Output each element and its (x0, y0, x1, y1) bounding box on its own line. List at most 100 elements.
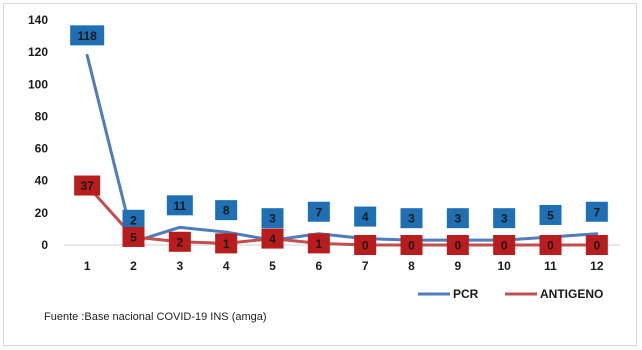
data-label-box (166, 195, 193, 216)
data-label-value: 4 (269, 232, 276, 246)
data-label-box (74, 175, 101, 196)
data-label-box (539, 235, 562, 255)
data-label-value: 3 (454, 212, 461, 226)
legend-label: PCR (453, 287, 479, 301)
data-label-box (585, 235, 608, 255)
x-tick-label: 12 (590, 259, 604, 273)
x-tick-label: 8 (408, 259, 415, 273)
y-tick-label: 140 (28, 13, 48, 27)
data-label-value: 8 (223, 204, 230, 218)
data-label-value: 3 (501, 212, 508, 226)
data-label-value: 7 (593, 205, 600, 219)
series-lines (85, 53, 599, 247)
data-label-value: 0 (454, 239, 461, 253)
data-label-pcr: 3 (261, 208, 284, 229)
data-label-box (70, 25, 105, 46)
data-label-box (168, 231, 191, 252)
series-line-pcr (85, 53, 599, 244)
y-tick-label: 100 (28, 77, 48, 91)
data-label-pcr: 3 (400, 208, 423, 229)
data-label-box (307, 233, 330, 254)
data-label-antigeno: 0 (493, 235, 516, 255)
x-tick-label: 7 (362, 259, 369, 273)
chart-frame (3, 3, 637, 346)
data-label-box (400, 208, 423, 229)
data-label-value: 5 (130, 230, 137, 244)
y-tick-label: 80 (35, 109, 49, 123)
legend-item-pcr: PCR (418, 287, 479, 301)
data-label-value: 11 (173, 199, 186, 213)
data-label-value: 0 (362, 239, 369, 253)
data-label-box (307, 201, 330, 222)
data-label-antigeno: 37 (74, 175, 101, 196)
data-label-box (354, 206, 377, 227)
data-label-antigeno: 4 (261, 228, 284, 249)
data-label-box (400, 235, 423, 255)
x-tick-label: 5 (269, 259, 276, 273)
x-tick-label: 6 (315, 259, 322, 273)
y-axis-ticks: 0 20 40 60 80 100 120 140 (28, 13, 48, 252)
y-tick-label: 20 (35, 206, 49, 220)
data-label-box (122, 226, 145, 247)
source-note: Fuente :Base nacional COVID-19 INS (amga… (44, 311, 267, 323)
y-tick-label: 60 (35, 142, 49, 156)
x-tick-label: 3 (176, 259, 183, 273)
y-tick-label: 120 (28, 45, 48, 59)
data-label-value: 1 (315, 237, 322, 251)
data-label-box (354, 235, 377, 255)
x-tick-label: 10 (497, 259, 511, 273)
data-label-antigeno: 2 (168, 231, 191, 252)
data-label-pcr: 3 (493, 208, 516, 229)
data-label-box (493, 235, 516, 255)
data-label-value: 0 (547, 239, 554, 253)
data-label-pcr: 4 (354, 206, 377, 227)
x-tick-label: 11 (544, 259, 557, 273)
data-label-value: 4 (362, 210, 369, 224)
x-axis-ticks: 1 2 3 4 5 6 7 8 9 10 11 12 (84, 259, 604, 273)
data-label-value: 0 (501, 239, 508, 253)
data-label-value: 1 (223, 237, 230, 251)
data-label-value: 0 (408, 239, 415, 253)
data-label-antigeno: 0 (400, 235, 423, 255)
data-label-pcr: 11 (166, 195, 193, 216)
data-label-value: 118 (77, 29, 97, 43)
data-label-value: 2 (130, 213, 137, 227)
data-label-box (446, 208, 469, 229)
x-tick-label: 1 (84, 259, 91, 273)
data-label-box (585, 201, 608, 222)
data-label-antigeno: 1 (307, 233, 330, 254)
data-label-pcr: 7 (585, 201, 608, 222)
data-label-pcr: 8 (215, 200, 238, 221)
y-tick-label: 40 (35, 174, 49, 188)
legend-item-antigeno: ANTIGENO (505, 287, 603, 301)
y-tick-label: 0 (41, 238, 48, 252)
data-label-antigeno: 0 (539, 235, 562, 255)
data-label-box (261, 208, 284, 229)
data-label-box (261, 228, 284, 249)
data-label-antigeno: 1 (215, 233, 238, 254)
data-label-box (539, 204, 562, 225)
data-label-pcr: 7 (307, 201, 330, 222)
data-label-box (446, 235, 469, 255)
data-label-value: 0 (593, 239, 600, 253)
data-label-antigeno: 5 (122, 226, 145, 247)
data-label-box (215, 200, 238, 221)
x-tick-label: 9 (454, 259, 461, 273)
data-label-value: 3 (269, 212, 276, 226)
data-label-box (122, 209, 145, 230)
legend: PCR ANTIGENO (418, 287, 603, 301)
x-tick-label: 2 (130, 259, 137, 273)
data-label-box (215, 233, 238, 254)
data-label-pcr: 5 (539, 204, 562, 225)
data-label-antigeno: 0 (354, 235, 377, 255)
data-label-value: 37 (80, 179, 94, 193)
data-label-antigeno: 0 (446, 235, 469, 255)
data-label-value: 2 (176, 235, 183, 249)
data-label-box (493, 208, 516, 229)
legend-label: ANTIGENO (540, 287, 603, 301)
x-tick-label: 4 (223, 259, 230, 273)
data-label-value: 3 (408, 212, 415, 226)
data-label-pcr: 118 (70, 25, 105, 46)
data-label-pcr: 2 (122, 209, 145, 230)
